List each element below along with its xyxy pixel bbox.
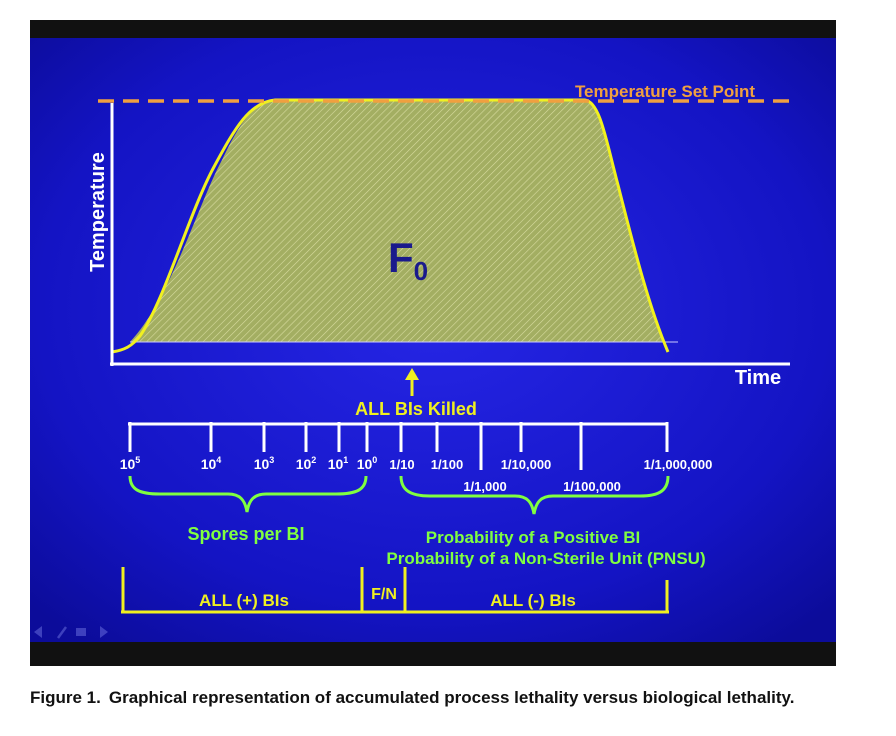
zone-negative-label: ALL (-) BIs xyxy=(490,591,576,610)
figure-caption-text: Graphical representation of accumulated … xyxy=(108,688,795,707)
spore-tick-label: 100 xyxy=(357,455,378,472)
setpoint-label: Temperature Set Point xyxy=(575,82,755,101)
y-axis-label: Temperature xyxy=(87,152,109,272)
zone-fn-label: F/N xyxy=(371,586,397,603)
probability-tick-label: 1/10,000 xyxy=(501,457,552,472)
probability-tick-label: 1/1,000 xyxy=(463,479,506,494)
probability-tick-label: 1/100 xyxy=(431,457,464,472)
kill-label: ALL BIs Killed xyxy=(355,399,477,419)
spore-tick-label: 101 xyxy=(328,455,349,472)
f0-area xyxy=(130,100,664,342)
back-arrow-icon[interactable] xyxy=(34,626,42,638)
spores-brace xyxy=(128,475,368,513)
temperature-curve xyxy=(111,98,670,354)
f0-label: F0 xyxy=(388,234,428,286)
pen-icon[interactable] xyxy=(56,626,68,639)
probability-tick-label: 1/10 xyxy=(389,457,414,472)
spore-tick-label: 102 xyxy=(296,455,317,472)
x-axis-label: Time xyxy=(735,367,781,389)
spore-tick-label: 104 xyxy=(201,455,222,472)
probability-tick-label: 1/1,000,000 xyxy=(644,457,713,472)
figure-caption: Figure 1. Graphical representation of acc… xyxy=(30,688,880,708)
probability-label-pnsu: Probability of a Non-Sterile Unit (PNSU) xyxy=(386,549,705,568)
spore-tick-label: 103 xyxy=(254,455,275,472)
zone-brackets xyxy=(121,567,669,614)
f0-label-main: F xyxy=(388,234,414,281)
probability-brace xyxy=(399,475,670,515)
forward-arrow-icon[interactable] xyxy=(100,626,108,638)
figure-caption-label: Figure 1. xyxy=(30,688,101,707)
lethality-scale xyxy=(128,422,669,470)
zone-positive-label: ALL (+) BIs xyxy=(199,591,289,610)
kill-arrow-head xyxy=(405,368,419,380)
spore-tick-label: 105 xyxy=(120,455,141,472)
probability-tick-label: 1/100,000 xyxy=(563,479,621,494)
f0-label-sub: 0 xyxy=(414,256,428,286)
slideshow-nav xyxy=(34,626,108,639)
probability-tick-labels: 1/10 1/100 1/10,000 1/1,000,000 1/1,000 … xyxy=(389,457,712,494)
spores-label: Spores per BI xyxy=(187,524,304,544)
probability-label-positive: Probability of a Positive BI xyxy=(426,528,640,547)
menu-icon[interactable] xyxy=(76,628,86,636)
spore-tick-labels: 105 104 103 102 101 100 xyxy=(120,455,378,472)
